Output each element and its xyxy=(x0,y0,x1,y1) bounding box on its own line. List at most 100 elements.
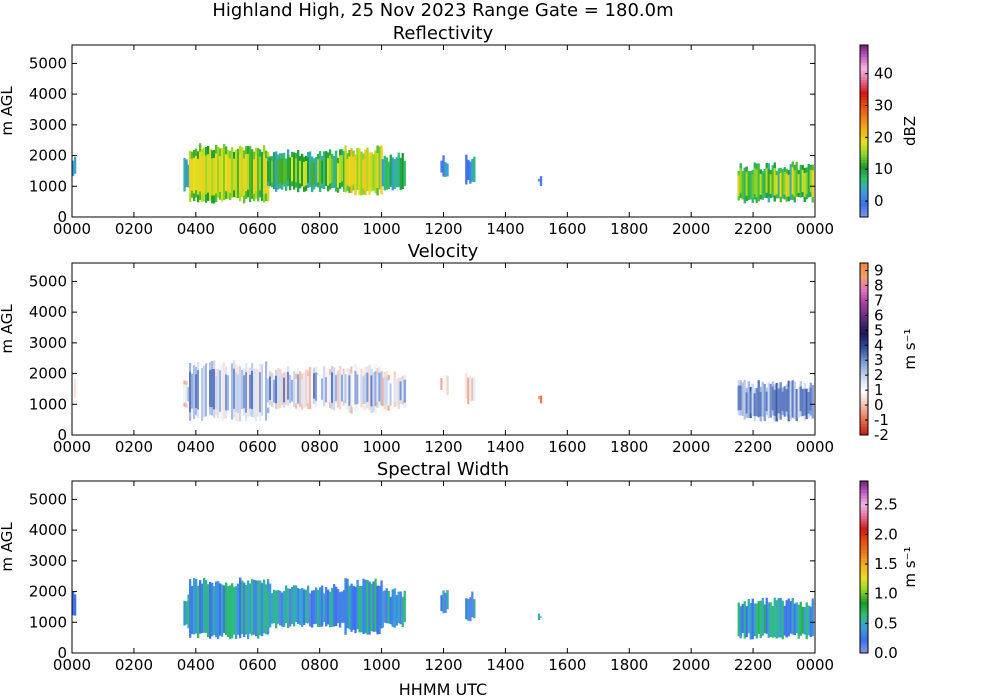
echo-column xyxy=(749,171,752,200)
echo-core xyxy=(399,381,402,401)
colorbar-segment xyxy=(860,630,868,634)
colorbar-segment xyxy=(860,546,868,551)
echo-column xyxy=(350,583,353,632)
echo-column xyxy=(791,598,794,635)
echo-core xyxy=(215,376,218,409)
echo-column xyxy=(354,586,357,634)
echo-column xyxy=(773,597,776,638)
echo-column xyxy=(442,155,445,177)
colorbar-segment xyxy=(860,153,868,158)
echo-core xyxy=(755,169,758,198)
colorbar-tick-label: 4 xyxy=(874,336,884,354)
colorbar-segment xyxy=(860,59,868,63)
echo-column xyxy=(739,606,742,639)
echo-core xyxy=(213,158,216,196)
echo-region xyxy=(737,379,814,422)
echo-column xyxy=(769,384,772,418)
echo-column xyxy=(362,578,365,635)
colorbar-segment xyxy=(860,607,868,611)
echo-column xyxy=(249,146,252,203)
x-tick-label: 1600 xyxy=(548,220,586,238)
colorbar-segment xyxy=(860,47,868,52)
y-tick-label: 1000 xyxy=(29,177,67,195)
echo-column xyxy=(777,598,780,638)
colorbar-segment xyxy=(860,277,868,281)
echo-core xyxy=(265,158,268,194)
echo-column xyxy=(366,147,369,192)
echo-core xyxy=(354,160,357,190)
echo-column xyxy=(755,603,758,639)
echo-column xyxy=(273,589,276,624)
echo-column xyxy=(797,604,800,639)
echo-column xyxy=(805,388,808,420)
axes-frame xyxy=(71,480,816,654)
y-tick-label: 2000 xyxy=(29,583,67,601)
echo-column xyxy=(537,613,541,621)
echo-column xyxy=(327,589,330,625)
echo-column xyxy=(295,585,298,622)
colorbar-segment xyxy=(860,156,868,161)
echo-column xyxy=(364,149,367,196)
colorbar-segment xyxy=(860,182,868,186)
echo-core xyxy=(291,379,294,402)
colorbar-tick-label: 2 xyxy=(874,366,884,384)
echo-column xyxy=(403,590,406,623)
x-tick-label: 1800 xyxy=(610,438,648,456)
echo-core xyxy=(385,376,388,405)
echo-core xyxy=(737,175,740,197)
echo-column xyxy=(283,590,286,627)
x-tick-label: 0000 xyxy=(53,438,91,456)
echo-column xyxy=(378,146,381,190)
echo-core xyxy=(237,374,240,413)
echo-core xyxy=(187,387,190,402)
x-tick-label: 1600 xyxy=(548,656,586,674)
x-tick-label: 0400 xyxy=(177,220,215,238)
echo-column xyxy=(229,364,232,418)
echo-core xyxy=(358,155,361,189)
colorbar-segment xyxy=(860,518,868,522)
echo-column xyxy=(263,579,266,634)
colorbar-segment xyxy=(860,377,868,382)
colorbar-segment xyxy=(860,498,868,502)
colorbar-segment xyxy=(860,108,868,112)
echo-column xyxy=(193,578,196,635)
colorbar-segment xyxy=(860,136,868,141)
echo-column xyxy=(803,607,806,635)
echo-column xyxy=(187,164,190,188)
y-tick-label: 5000 xyxy=(29,272,67,290)
echo-core xyxy=(241,370,244,410)
echo-column xyxy=(395,594,398,626)
echo-column xyxy=(235,586,238,639)
echo-core xyxy=(245,154,248,191)
echo-core xyxy=(771,170,774,193)
echo-core xyxy=(339,155,342,183)
x-tick-label: 1600 xyxy=(548,438,586,456)
echo-column xyxy=(785,600,788,638)
echo-core xyxy=(269,376,272,400)
echo-core xyxy=(197,370,200,410)
echo-core xyxy=(225,154,228,192)
echo-core xyxy=(229,158,232,193)
echo-core xyxy=(305,161,308,186)
echo-core xyxy=(193,157,196,194)
colorbar-segment xyxy=(860,79,868,83)
echo-column xyxy=(325,587,328,627)
echo-core xyxy=(337,163,340,188)
echo-region xyxy=(344,363,383,414)
echo-column xyxy=(344,145,347,193)
echo-column xyxy=(807,605,810,636)
colorbar-segment xyxy=(860,73,868,78)
echo-column xyxy=(346,368,349,410)
echo-column xyxy=(747,171,750,200)
echo-column xyxy=(471,158,474,182)
echo-column xyxy=(233,586,236,635)
colorbar-segment xyxy=(860,558,868,562)
echo-column xyxy=(333,156,336,188)
echo-core xyxy=(303,162,306,187)
echo-column xyxy=(215,581,218,638)
echo-column xyxy=(259,580,262,636)
echo-region xyxy=(189,360,270,422)
echo-column xyxy=(442,590,445,614)
echo-column xyxy=(237,148,240,199)
